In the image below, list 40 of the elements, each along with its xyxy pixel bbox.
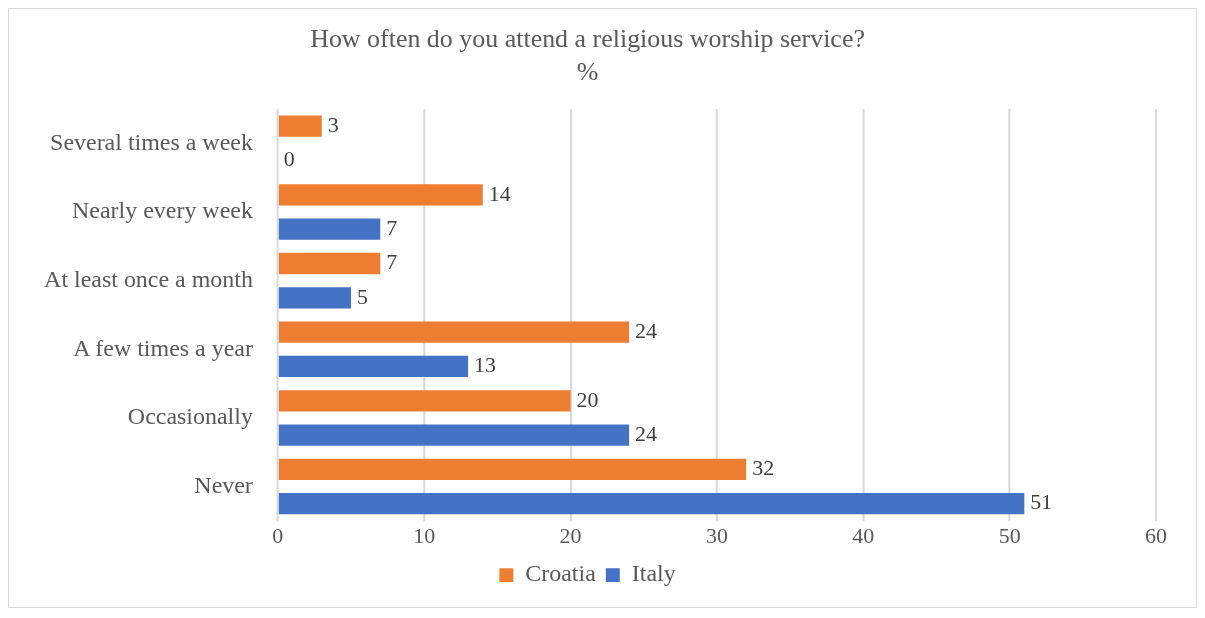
x-tick-label: 0: [272, 522, 284, 548]
bar: [278, 390, 571, 412]
data-label: 32: [752, 455, 775, 481]
y-tick-label: Occasionally: [127, 403, 253, 430]
bar: [278, 355, 469, 378]
bar: [278, 252, 381, 275]
chart-subtitle: %: [576, 57, 599, 87]
data-label: 24: [635, 420, 658, 446]
x-tick-label: 40: [852, 522, 875, 548]
x-tick-label: 20: [559, 522, 582, 548]
x-tick-label: 30: [705, 522, 728, 548]
x-tick-label: 10: [413, 522, 436, 548]
bar: [278, 493, 1025, 515]
x-tick-label: 60: [1145, 522, 1168, 548]
legend-label: Croatia: [525, 560, 597, 587]
y-tick-label: Nearly every week: [72, 197, 253, 224]
data-label: 7: [386, 214, 398, 240]
y-tick-label: At least once a month: [44, 265, 253, 292]
data-label: 51: [1030, 489, 1053, 515]
data-label: 0: [283, 146, 295, 172]
y-tick-label: Several times a week: [50, 128, 253, 155]
data-label: 20: [576, 386, 599, 412]
bar: [278, 458, 747, 481]
bar: [278, 218, 381, 240]
data-label: 13: [474, 352, 497, 378]
bar: [278, 321, 630, 343]
y-tick-label: A few times a year: [73, 334, 253, 361]
data-label: 24: [635, 317, 658, 343]
bar: [278, 184, 483, 206]
data-label: 5: [357, 283, 369, 309]
data-label: 3: [327, 112, 339, 137]
data-label: 14: [488, 180, 511, 206]
legend-label: Italy: [631, 560, 676, 587]
bar: [278, 287, 352, 309]
data-label: 7: [386, 249, 398, 275]
chart-title: How often do you attend a religious worship service?: [310, 24, 865, 54]
y-tick-label: Never: [194, 471, 253, 498]
bar: [278, 115, 322, 137]
bar: [278, 424, 630, 446]
x-tick-label: 50: [998, 522, 1021, 548]
